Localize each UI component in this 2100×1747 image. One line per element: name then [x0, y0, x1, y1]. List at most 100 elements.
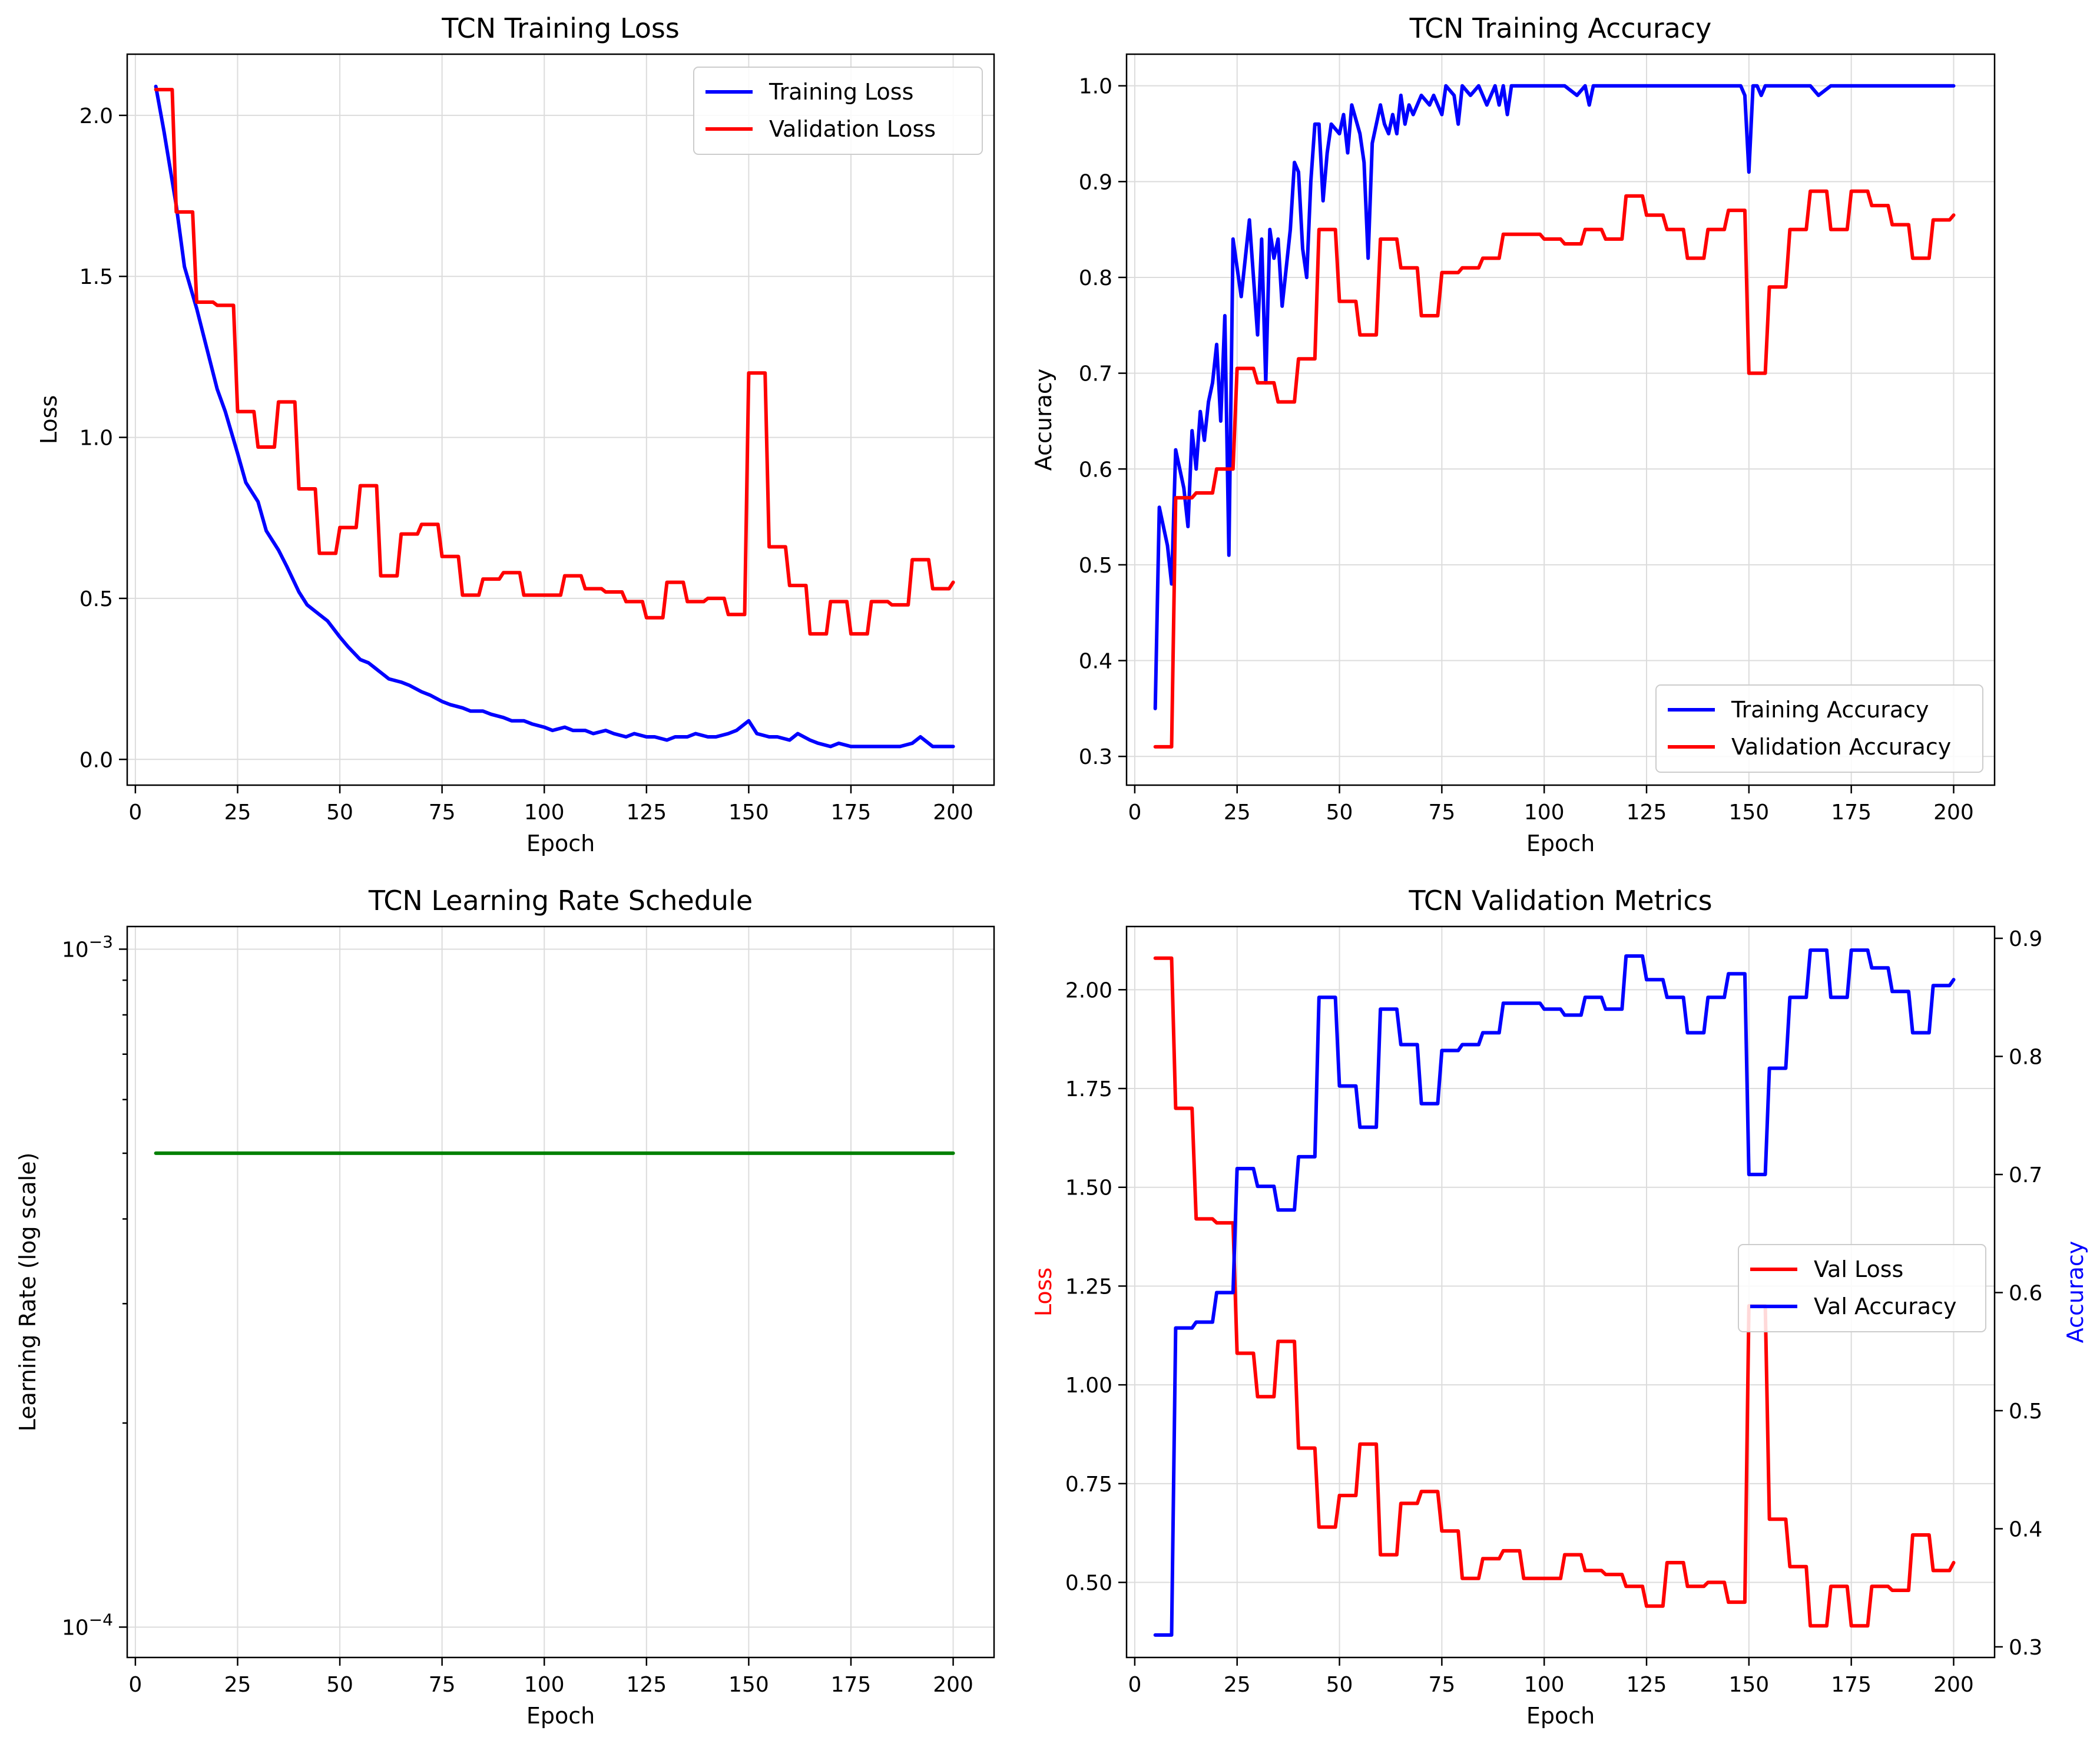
series-line-validation-accuracy [1153, 189, 1956, 749]
x-tick-label: 100 [1524, 800, 1565, 825]
x-axis-label: Epoch [526, 1703, 595, 1729]
chart-title: TCN Learning Rate Schedule [368, 885, 753, 916]
series-line-val-loss [1153, 956, 1956, 1628]
x-tick-label: 125 [1627, 800, 1667, 825]
y-tick-label: 1.0 [1079, 75, 1112, 99]
x-tick-label: 175 [1831, 1673, 1872, 1697]
legend-box [693, 67, 983, 155]
x-tick-label: 200 [933, 800, 973, 825]
y-tick-label: 0.7 [1079, 362, 1112, 386]
subplot-3: 0 25 50 75 100 125 150 175 200 10−4 10−3 TCN Learni… [15, 885, 995, 1729]
y-tick-label: 0.4 [1079, 650, 1112, 674]
y-tick-label: 1.25 [1065, 1275, 1112, 1299]
x-tick-label: 75 [429, 800, 456, 825]
legend-label: Val Accuracy [1814, 1293, 1956, 1319]
x-tick-label: 200 [1933, 1673, 1974, 1697]
plot-frame [126, 53, 995, 786]
x-tick-label: 150 [728, 1673, 769, 1697]
series-line-val-accuracy [1153, 948, 1956, 1637]
x-tick-label: 50 [326, 1673, 353, 1697]
y-tick-label: 1.00 [1065, 1374, 1112, 1398]
chart-title: TCN Training Accuracy [1409, 12, 1712, 44]
x-tick-label: 25 [1224, 1673, 1251, 1697]
y-right-tick-label: 0.8 [2009, 1045, 2042, 1070]
y-tick-label: 0.50 [1065, 1571, 1112, 1596]
x-tick-label: 50 [1326, 1673, 1353, 1697]
y-tick-label: 1.0 [80, 426, 113, 451]
x-tick-label: 0 [128, 1673, 142, 1697]
y-right-tick-label: 0.7 [2009, 1163, 2042, 1187]
x-tick-label: 125 [1627, 1673, 1667, 1697]
y-right-tick-label: 0.4 [2009, 1517, 2042, 1541]
x-tick-label: 0 [1128, 1673, 1141, 1697]
legend-label: Validation Accuracy [1731, 734, 1951, 760]
x-tick-label: 25 [1224, 800, 1251, 825]
x-axis-label: Epoch [526, 831, 595, 856]
legend: Training Loss Validation Loss [693, 67, 983, 155]
y-right-tick-label: 0.6 [2009, 1282, 2042, 1306]
x-axis-label: Epoch [1526, 1703, 1595, 1729]
y-axis-label: Loss [1031, 1268, 1056, 1316]
x-tick-label: 150 [1728, 800, 1769, 825]
y-right-axis-label: Accuracy [2062, 1241, 2088, 1344]
plot-frame [1125, 53, 1996, 786]
y-tick-label: 0.5 [1079, 554, 1112, 578]
chart-title: TCN Training Loss [441, 12, 680, 44]
x-tick-label: 100 [1524, 1673, 1565, 1697]
legend-label: Training Loss [769, 79, 913, 105]
y-axis-label: Accuracy [1031, 369, 1056, 471]
y-axis-label: Loss [36, 395, 62, 444]
legend: Val Loss Val Accuracy [1738, 1244, 1986, 1332]
x-tick-label: 100 [524, 800, 565, 825]
legend: Training Accuracy Validation Accuracy [1655, 684, 1983, 773]
y-tick-label: 0.0 [80, 748, 113, 772]
y-tick-label: 10−3 [62, 932, 113, 962]
y-tick-label: 0.3 [1079, 745, 1112, 769]
y-tick-label: 0.6 [1079, 458, 1112, 482]
x-tick-label: 50 [1326, 800, 1353, 825]
y-tick-label: 0.9 [1079, 170, 1112, 194]
legend-label: Validation Loss [769, 116, 936, 142]
x-tick-label: 50 [326, 800, 353, 825]
x-tick-label: 175 [1831, 800, 1872, 825]
y-tick-label: 1.50 [1065, 1176, 1112, 1200]
y-tick-label: 0.8 [1079, 266, 1112, 290]
x-tick-label: 100 [524, 1673, 565, 1697]
y-tick-label: 0.75 [1065, 1473, 1112, 1497]
y-axis-label: Learning Rate (log scale) [15, 1153, 41, 1432]
plot-frame [126, 925, 995, 1659]
x-axis-label: Epoch [1526, 831, 1595, 856]
x-tick-label: 0 [1128, 800, 1141, 825]
x-tick-label: 150 [728, 800, 769, 825]
y-right-tick-label: 0.3 [2009, 1636, 2042, 1660]
y-right-tick-label: 0.9 [2009, 927, 2042, 951]
y-tick-label: 0.5 [80, 587, 113, 611]
x-tick-label: 200 [1933, 800, 1974, 825]
x-tick-label: 25 [224, 800, 251, 825]
series-line-training-accuracy [1153, 84, 1956, 710]
chart-title: TCN Validation Metrics [1408, 885, 1712, 916]
subplot-2: 0 25 50 75 100 125 150 175 200 0.3 0.4 0.5 0.6 0.7 0.8… [1031, 12, 1996, 856]
x-tick-label: 125 [626, 800, 667, 825]
subplot-4: 0 25 50 75 100 125 150 175 200 0.50 0.75 1.00 1.25 1.… [1031, 885, 2088, 1729]
x-tick-label: 75 [1428, 800, 1455, 825]
x-tick-label: 75 [1428, 1673, 1455, 1697]
x-tick-label: 125 [626, 1673, 667, 1697]
legend-label: Training Accuracy [1731, 697, 1929, 723]
y-tick-label: 10−4 [62, 1610, 113, 1640]
x-tick-label: 0 [128, 800, 142, 825]
legend-box [1655, 684, 1983, 773]
series-line-training-loss [154, 84, 955, 749]
series-line-validation-loss [154, 88, 955, 636]
y-tick-label: 1.75 [1065, 1077, 1112, 1101]
x-tick-label: 200 [933, 1673, 973, 1697]
y-tick-label: 1.5 [80, 265, 113, 289]
y-tick-label: 2.00 [1065, 978, 1112, 1002]
legend-box [1738, 1244, 1986, 1332]
legend-label: Val Loss [1814, 1256, 1903, 1282]
x-tick-label: 175 [831, 800, 872, 825]
x-tick-label: 75 [429, 1673, 456, 1697]
y-tick-label: 2.0 [80, 104, 113, 128]
subplot-1: 0 25 50 75 100 125 150 175 200 0.0 0.5 1.0 1.5 2.0 TCN… [36, 12, 995, 856]
